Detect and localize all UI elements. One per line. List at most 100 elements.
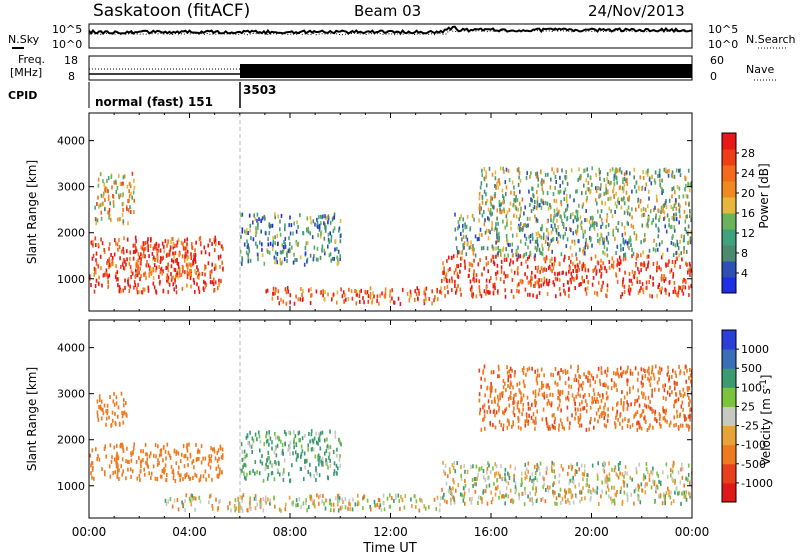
heatmap-cell [615,251,617,255]
heatmap-cell [576,189,578,194]
heatmap-cell [657,234,660,239]
heatmap-cell [596,490,598,495]
heatmap-cell [317,233,319,238]
heatmap-cell [134,274,137,279]
heatmap-cell [478,368,481,373]
heatmap-cell [541,182,543,187]
heatmap-cell [662,470,664,475]
heatmap-cell [489,386,491,391]
heatmap-cell [324,228,327,233]
heatmap-cell [463,241,466,246]
heatmap-cell [673,203,676,208]
heatmap-cell [91,448,94,453]
heatmap-cell [557,390,560,395]
heatmap-cell [615,272,617,277]
heatmap-cell [443,492,445,497]
heatmap-cell [633,167,636,172]
heatmap-cell [464,225,466,230]
heatmap-cell [453,480,455,485]
heatmap-cell [649,400,651,404]
heatmap-cell [303,477,305,481]
heatmap-cell [663,210,666,215]
heatmap-cell [143,287,146,292]
heatmap-cell [582,202,585,207]
heatmap-cell [683,234,685,239]
heatmap-cell [246,508,249,513]
heatmap-cell [577,407,579,412]
heatmap-cell [155,241,158,246]
heatmap-cell [320,459,323,464]
heatmap-cell [682,279,684,284]
heatmap-cell [550,372,552,377]
heatmap-cell [460,465,462,469]
heatmap-cell [446,500,448,505]
heatmap-cell [423,290,426,295]
heatmap-cell [600,258,602,263]
heatmap-cell [604,480,606,484]
heatmap-cell [194,289,196,294]
heatmap-cell [247,441,249,446]
heatmap-cell [204,284,207,289]
heatmap-cell [671,260,674,264]
heatmap-cell [596,260,599,265]
heatmap-cell [293,301,296,306]
heatmap-cell [324,506,327,511]
heatmap-cell [202,456,204,461]
heatmap-cell [115,457,118,462]
heatmap-cell [119,181,122,186]
heatmap-cell [607,231,610,236]
heatmap-cell [639,424,641,429]
heatmap-cell [534,200,536,204]
heatmap-cell [107,280,109,285]
heatmap-cell [275,288,277,293]
heatmap-cell [326,215,328,220]
heatmap-cell [603,469,606,474]
heatmap-cell [165,502,168,506]
heatmap-cell [529,497,531,502]
heatmap-cell [579,490,581,495]
heatmap-cell [515,214,518,219]
heatmap-cell [568,480,571,485]
heatmap-cell [492,409,495,414]
heatmap-cell [251,443,254,448]
heatmap-cell [626,424,629,428]
heatmap-cell [152,246,155,251]
heatmap-cell [334,430,337,435]
heatmap-cell [624,256,627,261]
heatmap-cell [637,493,639,498]
heatmap-cell [100,216,103,221]
heatmap-cell [626,407,629,411]
heatmap-cell [145,276,147,281]
heatmap-cell [607,407,609,412]
heatmap-cell [341,497,343,502]
heatmap-cell [584,399,587,404]
heatmap-cell [675,374,677,379]
heatmap-cell [216,474,219,479]
heatmap-cell [578,282,580,287]
heatmap-cell [150,236,152,241]
heatmap-cell [679,390,681,395]
heatmap-cell [163,445,165,449]
heatmap-cell [123,403,125,408]
heatmap-cell [626,391,628,396]
heatmap-cell [278,435,280,440]
heatmap-cell [485,201,487,206]
heatmap-cell [512,400,514,405]
heatmap-cell [687,491,690,496]
heatmap-cell [553,420,556,425]
heatmap-cell [117,456,120,461]
heatmap-cell [619,259,622,264]
heatmap-cell [132,243,135,248]
heatmap-cell [536,409,538,414]
heatmap-cell [184,238,186,243]
heatmap-cell [116,454,119,458]
colorbar-swatch [722,213,736,230]
heatmap-cell [447,474,449,479]
heatmap-cell [469,497,471,502]
heatmap-cell [626,220,629,225]
heatmap-cell [459,217,461,222]
heatmap-cell [535,295,538,299]
heatmap-cell [585,291,588,296]
heatmap-cell [557,190,560,195]
heatmap-cell [333,215,335,220]
